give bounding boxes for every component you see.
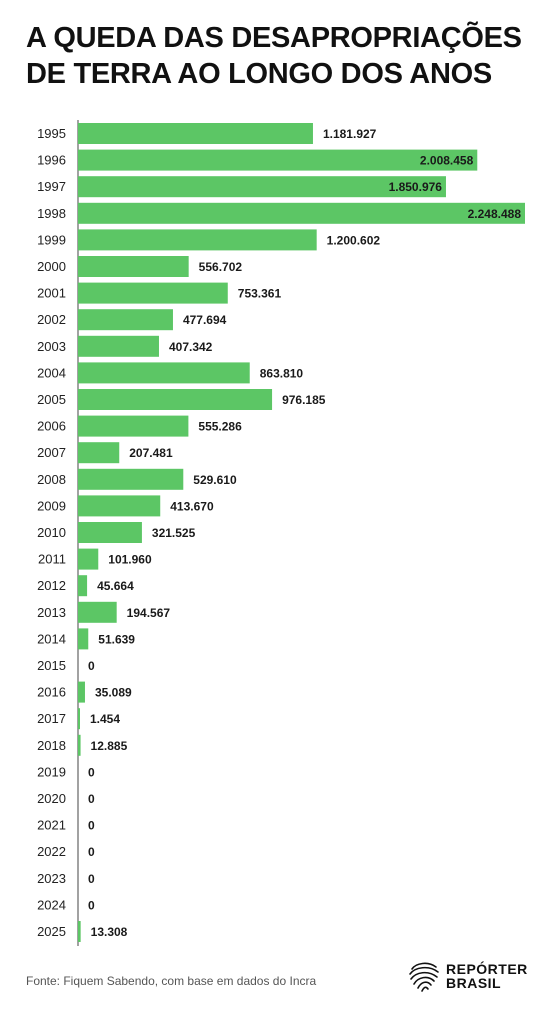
y-tick-label: 2015: [37, 658, 66, 673]
bar: [78, 335, 159, 357]
y-tick-label: 2010: [37, 525, 66, 540]
y-tick-label: 2020: [37, 791, 66, 806]
data-label: 0: [88, 765, 95, 779]
bar-chart: 1995 1.181.927 1996 2.008.458 1997 1.850.976 1…: [37, 120, 525, 946]
reporter-brasil-logo: REPÓRTER BRASIL: [406, 958, 530, 994]
data-label: 194.567: [127, 606, 171, 620]
y-tick-label: 2003: [37, 339, 66, 354]
data-label: 2.248.488: [468, 207, 522, 221]
bar: [78, 362, 250, 384]
data-label: 477.694: [183, 313, 227, 327]
data-label: 51.639: [98, 632, 135, 646]
bar: [78, 282, 228, 304]
bar: [78, 309, 173, 331]
y-tick-label: 2012: [37, 578, 66, 593]
y-tick-label: 2017: [37, 711, 66, 726]
data-label: 0: [88, 898, 95, 912]
data-label: 0: [88, 792, 95, 806]
data-label: 1.850.976: [389, 180, 443, 194]
y-tick-label: 2013: [37, 605, 66, 620]
data-label: 207.481: [129, 446, 173, 460]
bar: [78, 601, 117, 623]
data-label: 0: [88, 819, 95, 833]
data-label: 2.008.458: [420, 154, 474, 168]
bar: [78, 256, 189, 277]
source-note: Fonte: Fiquem Sabendo, com base em dados…: [26, 974, 317, 988]
data-label: 0: [88, 845, 95, 859]
data-label: 407.342: [169, 340, 213, 354]
y-tick-label: 2019: [37, 764, 66, 779]
data-label: 0: [88, 659, 95, 673]
bar: [78, 123, 313, 144]
bar: [78, 389, 273, 410]
y-tick-label: 2002: [37, 312, 66, 327]
y-tick-label: 1996: [37, 153, 66, 168]
bar: [78, 176, 446, 198]
bar: [78, 202, 525, 224]
bar: [78, 522, 142, 543]
data-label: 555.286: [198, 420, 242, 434]
y-tick-label: 2009: [37, 498, 66, 513]
data-label: 1.200.602: [327, 233, 381, 247]
bar: [78, 229, 317, 251]
data-label: 0: [88, 872, 95, 886]
logo-text-line2: BRASIL: [446, 975, 502, 991]
y-tick-label: 2014: [37, 631, 66, 646]
bar: [78, 149, 478, 171]
y-tick-label: 2021: [37, 818, 66, 833]
data-label: 13.308: [91, 925, 128, 939]
bar: [78, 442, 120, 464]
y-tick-label: 2005: [37, 392, 66, 407]
y-tick-label: 2000: [37, 259, 66, 274]
data-label: 1.181.927: [323, 127, 377, 141]
data-label: 12.885: [91, 739, 128, 753]
data-label: 35.089: [95, 686, 132, 700]
y-tick-label: 2001: [37, 286, 66, 301]
y-tick-label: 2023: [37, 871, 66, 886]
bar: [78, 468, 184, 490]
data-label: 1.454: [90, 712, 120, 726]
y-tick-label: 2008: [37, 472, 66, 487]
data-label: 45.664: [97, 579, 134, 593]
y-tick-label: 1998: [37, 206, 66, 221]
data-label: 976.185: [282, 393, 326, 407]
bar: [78, 708, 80, 730]
fingerprint-brazil-map-icon: [409, 962, 439, 992]
data-label: 556.702: [199, 260, 243, 274]
y-tick-label: 2004: [37, 365, 66, 380]
data-label: 753.361: [238, 287, 282, 301]
bar: [78, 734, 81, 756]
bar: [78, 415, 189, 437]
logo-text-line1: REPÓRTER: [446, 961, 528, 977]
data-label: 529.610: [193, 473, 237, 487]
chart-title: A QUEDA DAS DESAPROPRIAÇÕES DE TERRA AO …: [26, 22, 522, 90]
data-label: 101.960: [108, 553, 152, 567]
y-tick-label: 2016: [37, 685, 66, 700]
bar: [78, 628, 89, 650]
y-tick-label: 2006: [37, 419, 66, 434]
y-tick-label: 2011: [38, 552, 66, 567]
y-tick-label: 2018: [37, 738, 66, 753]
y-tick-label: 2022: [37, 844, 66, 859]
data-label: 321.525: [152, 526, 196, 540]
bar: [78, 495, 161, 517]
y-tick-label: 2024: [37, 897, 66, 912]
y-tick-label: 2007: [37, 445, 66, 460]
y-tick-label: 1995: [37, 126, 66, 141]
bar: [78, 548, 99, 570]
y-tick-label: 1999: [37, 232, 66, 247]
y-tick-label: 1997: [37, 179, 66, 194]
bar: [78, 921, 81, 942]
bar: [78, 681, 85, 703]
y-tick-label: 2025: [37, 924, 66, 939]
data-label: 413.670: [170, 499, 214, 513]
data-label: 863.810: [260, 366, 304, 380]
bar: [78, 575, 88, 597]
